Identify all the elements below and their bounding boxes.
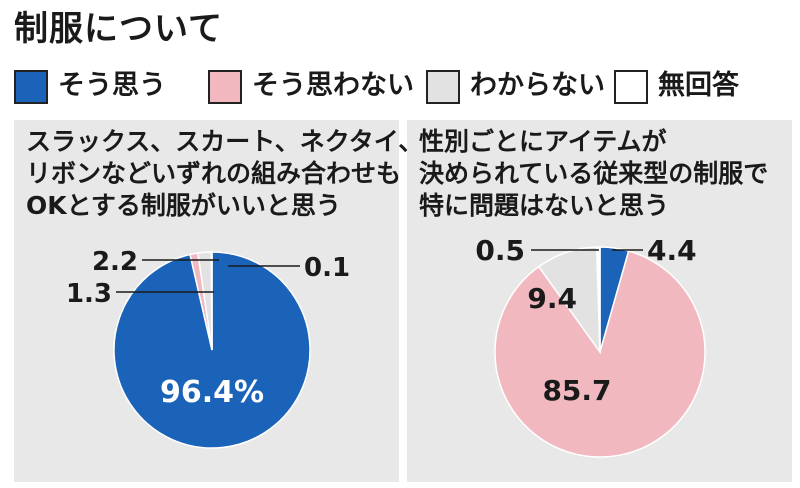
panel-title-line: 決められている従来型の制服で bbox=[419, 159, 769, 188]
legend-swatch-agree bbox=[14, 70, 48, 104]
data-label-dont-know: 2.2 bbox=[92, 247, 138, 277]
panel-title-traditional-uniform: 性別ごとにアイテムが 決められている従来型の制服で 特に問題はないと思う bbox=[419, 126, 784, 222]
data-label-no-answer: 0.1 bbox=[304, 253, 350, 283]
pie-slice-no-answer bbox=[595, 246, 601, 353]
panel-title-line: 特に問題はないと思う bbox=[419, 191, 670, 220]
legend-swatch-dont-know bbox=[426, 70, 460, 104]
panel-title-uniform-options: スラックス、スカート、ネクタイ、 リボンなどいずれの組み合わせも OKとする制服… bbox=[26, 126, 424, 222]
legend-label-disagree: そう思わない bbox=[252, 70, 414, 101]
chart-panel-traditional-uniform: 性別ごとにアイテムが 決められている従来型の制服で 特に問題はないと思う 4.4… bbox=[407, 120, 792, 482]
data-label-no-answer: 0.5 bbox=[475, 234, 525, 267]
legend-swatch-disagree bbox=[208, 70, 242, 104]
panel-title-line: OKとする制服がいいと思う bbox=[26, 191, 341, 220]
pie-slice-disagree bbox=[494, 250, 706, 458]
legend-swatch-no-answer bbox=[614, 70, 648, 104]
pie-chart-traditional-uniform: 4.4 85.7 9.40.5 bbox=[475, 234, 706, 458]
data-label-agree: 4.4 bbox=[647, 234, 697, 267]
pie-chart-uniform-options: 96.4% 1.32.2 0.1 bbox=[66, 247, 350, 449]
pie-slice-agree bbox=[113, 251, 311, 449]
legend-label-agree: そう思う bbox=[58, 70, 166, 101]
chart-panel-uniform-options: スラックス、スカート、ネクタイ、 リボンなどいずれの組み合わせも OKとする制服… bbox=[14, 120, 424, 482]
panel-title-line: スラックス、スカート、ネクタイ、 bbox=[26, 127, 424, 156]
chart-title: 制服について bbox=[14, 9, 223, 49]
legend-label-no-answer: 無回答 bbox=[658, 70, 739, 101]
data-label-agree: 96.4% bbox=[160, 375, 264, 410]
data-label-disagree: 85.7 bbox=[542, 374, 611, 407]
pie-slice-no-answer bbox=[210, 251, 213, 351]
legend: そう思う そう思わない わからない 無回答 bbox=[14, 66, 794, 106]
panel-title-line: リボンなどいずれの組み合わせも bbox=[26, 159, 402, 188]
data-label-dont-know: 9.4 bbox=[527, 282, 577, 315]
panel-title-line: 性別ごとにアイテムが bbox=[419, 127, 667, 156]
data-label-disagree: 1.3 bbox=[66, 279, 112, 309]
legend-label-dont-know: わからない bbox=[470, 70, 605, 101]
